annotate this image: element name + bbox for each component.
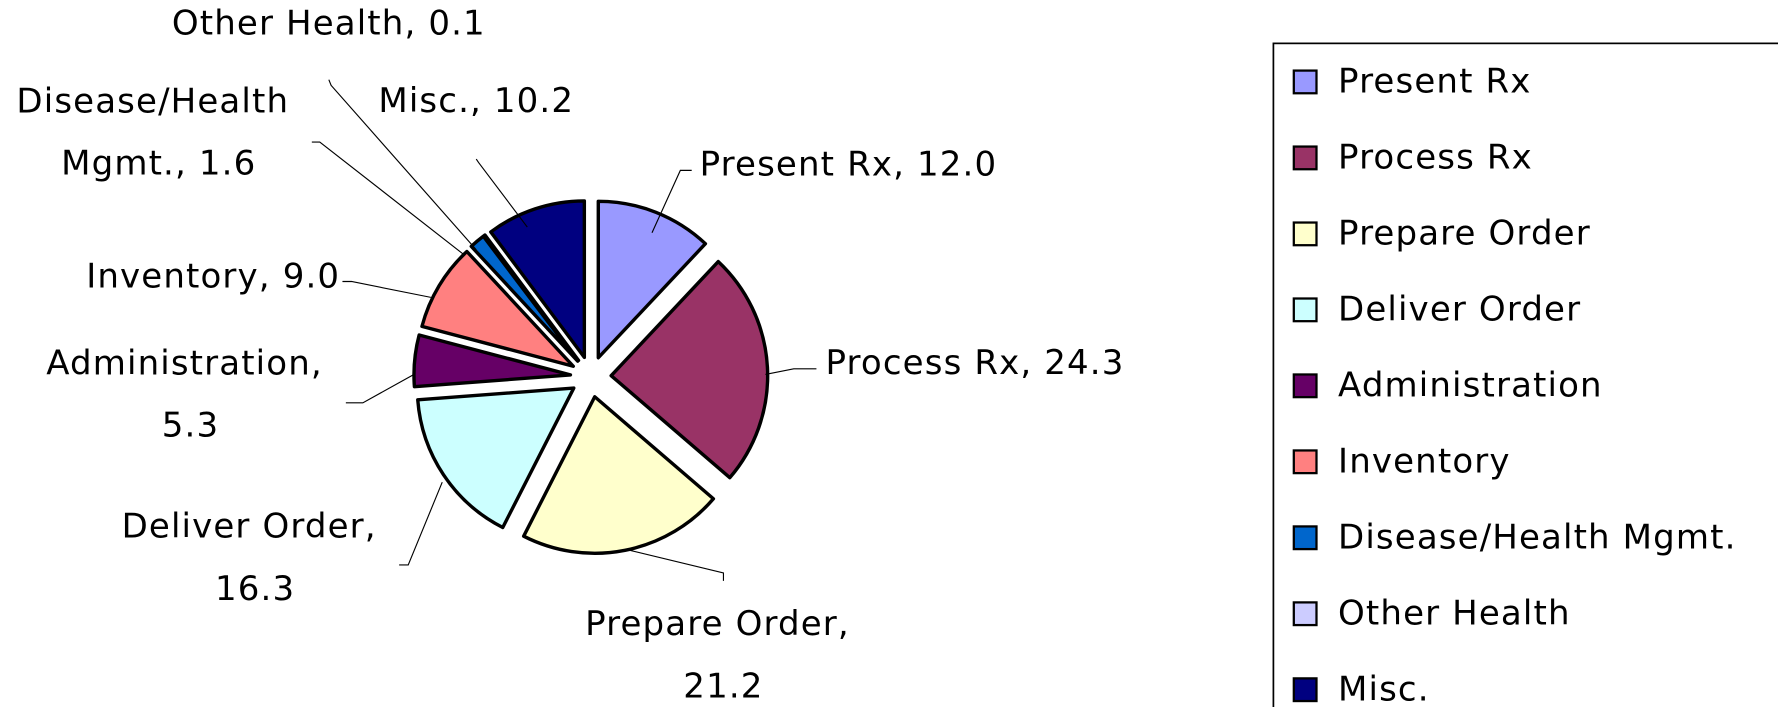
leader-line [311,141,466,256]
leader-line [475,158,528,228]
data-label: Disease/Health Mgmt., 1.6 [16,81,301,183]
data-label: Administration, 5.3 [46,343,335,445]
legend-label: Disease/Health Mgmt. [1338,517,1737,557]
pie-slice [489,199,587,360]
legend-swatch [1292,145,1318,171]
leader-line [399,481,443,566]
pie-slice [521,395,716,555]
leader-line [328,79,477,251]
legend-label: Deliver Order [1338,289,1581,329]
pie-slice [596,199,708,360]
legend-label: Present Rx [1338,62,1531,102]
legend-swatch [1292,69,1318,95]
legend-label: Administration [1338,365,1603,405]
leader-line [342,280,432,298]
legend-swatch [1292,221,1318,247]
data-label: Present Rx, 12.0 [700,144,998,184]
leader-line [765,368,817,376]
data-label: Prepare Order, 21.2 [585,604,862,706]
legend-swatch [1292,601,1318,627]
pie-slice [416,386,576,530]
data-label: Process Rx, 24.3 [826,343,1125,383]
pie-slice [609,259,770,480]
legend-swatch [1292,677,1318,703]
data-label: Other Health, 0.1 [172,4,486,44]
legend-label: Misc. [1338,669,1430,707]
legend-swatch [1292,449,1318,475]
pie-slice [482,233,581,363]
leader-line [651,169,692,233]
legend-label: Prepare Order [1338,214,1591,254]
legend-swatch [1292,373,1318,399]
data-label: Inventory, 9.0 [86,257,340,297]
legend-label: Inventory [1338,441,1511,481]
leader-line [629,549,725,581]
legend-label: Process Rx [1338,138,1533,178]
pie-slice [420,249,575,368]
legend-label: Other Health [1338,593,1571,633]
data-label: Misc., 10.2 [378,81,574,121]
legend-box [1272,42,1778,707]
pie-slice [412,333,573,389]
data-label: Deliver Order, 16.3 [122,506,389,608]
legend-swatch [1292,525,1318,551]
leader-line [345,373,415,404]
legend-swatch [1292,297,1318,323]
